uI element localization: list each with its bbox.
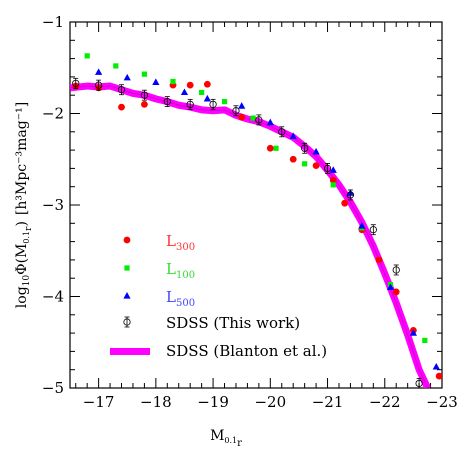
- data-point-series-1: [221, 99, 228, 105]
- legend-swatch-1: [124, 265, 130, 271]
- data-point-series-1: [250, 115, 256, 121]
- x-tick-label: −18: [140, 393, 172, 411]
- data-point-series-2: [266, 118, 274, 126]
- axis-tick-labels: −17 −18 −19 −20 −21 −22 −23 −1 −2 −3 −4 −5: [42, 13, 458, 411]
- legend: L300 L100 L500 SDSS (This work) SDSS (Blanto…: [110, 232, 327, 360]
- data-point-series-0: [392, 288, 400, 296]
- legend-label-1: L100: [166, 260, 195, 281]
- y-axis-title: log10Φ(M0.1r)[h³Mpc⁻³mag⁻¹]: [14, 102, 34, 308]
- data-point-series-3: [117, 84, 126, 96]
- y-tick-label: −3: [42, 196, 64, 214]
- data-point-series-3: [369, 224, 377, 236]
- data-point-series-0: [375, 256, 383, 264]
- data-point-series-0: [238, 113, 246, 121]
- x-tick-label: −19: [197, 393, 229, 411]
- data-point-series-0: [203, 80, 211, 88]
- data-point-series-3: [392, 264, 400, 276]
- x-axis-title: M0.1r: [210, 428, 242, 449]
- data-point-series-3: [346, 189, 355, 201]
- data-point-series-2: [312, 147, 320, 155]
- y-tick-label: −4: [42, 288, 64, 306]
- legend-swatch-2: [123, 292, 131, 299]
- data-point-series-0: [289, 155, 297, 163]
- data-point-series-3: [186, 98, 194, 110]
- y-tick-label: −5: [42, 379, 64, 397]
- data-point-series-2: [95, 68, 103, 75]
- data-point-series-2: [409, 329, 417, 336]
- data-point-series-2: [123, 73, 131, 81]
- axis-ticks: [70, 21, 443, 389]
- data-point-series-0: [312, 162, 320, 170]
- data-point-series-1: [330, 182, 336, 188]
- data-point-series-3: [163, 96, 171, 108]
- data-point-series-2: [358, 222, 366, 229]
- data-point-series-0: [435, 372, 442, 380]
- data-point-series-2: [289, 132, 297, 139]
- legend-swatch-3: [123, 316, 131, 328]
- data-point-series-1: [84, 53, 90, 59]
- data-point-series-0: [329, 176, 337, 184]
- y-tick-label: −1: [42, 13, 64, 31]
- data-point-series-0: [118, 103, 125, 111]
- data-points-layer: [72, 53, 442, 388]
- data-point-series-3: [72, 77, 80, 89]
- legend-label-4: SDSS (Blanton et al.): [166, 342, 327, 360]
- data-point-series-3: [209, 98, 217, 110]
- data-point-series-1: [113, 63, 119, 69]
- data-point-series-1: [170, 78, 176, 85]
- data-point-series-1: [141, 71, 147, 77]
- data-point-series-0: [266, 144, 274, 152]
- x-tick-label: −23: [426, 393, 458, 411]
- data-point-series-2: [386, 283, 395, 290]
- data-point-series-2: [203, 94, 211, 102]
- x-tick-label: −21: [312, 393, 344, 411]
- data-point-series-3: [140, 89, 148, 101]
- data-point-series-0: [341, 199, 349, 207]
- data-point-series-2: [180, 88, 189, 96]
- y-tick-label: −2: [42, 105, 64, 123]
- data-point-series-3: [255, 114, 263, 126]
- legend-swatch-band: [110, 348, 150, 355]
- data-point-series-1: [273, 145, 279, 151]
- data-point-series-3: [278, 126, 286, 138]
- data-point-series-3: [301, 142, 309, 154]
- data-point-series-2: [152, 78, 160, 85]
- data-point-series-0: [186, 81, 194, 89]
- data-point-series-2: [329, 166, 337, 173]
- x-tick-label: −22: [369, 393, 401, 411]
- legend-swatch-0: [123, 236, 131, 244]
- data-point-series-3: [323, 162, 332, 174]
- data-point-series-2: [238, 102, 246, 109]
- data-point-series-1: [199, 89, 205, 96]
- legend-label-3: SDSS (This work): [166, 314, 300, 332]
- legend-label-2: L500: [166, 288, 195, 309]
- legend-label-0: L300: [166, 232, 195, 253]
- data-point-series-3: [415, 378, 423, 388]
- data-point-series-1: [302, 161, 308, 167]
- data-point-series-0: [141, 100, 148, 108]
- x-tick-label: −20: [254, 393, 286, 411]
- x-tick-label: −17: [83, 393, 115, 411]
- data-point-series-1: [422, 337, 428, 344]
- data-point-series-3: [232, 105, 240, 117]
- data-point-series-3: [95, 79, 103, 91]
- data-point-series-2: [432, 362, 440, 370]
